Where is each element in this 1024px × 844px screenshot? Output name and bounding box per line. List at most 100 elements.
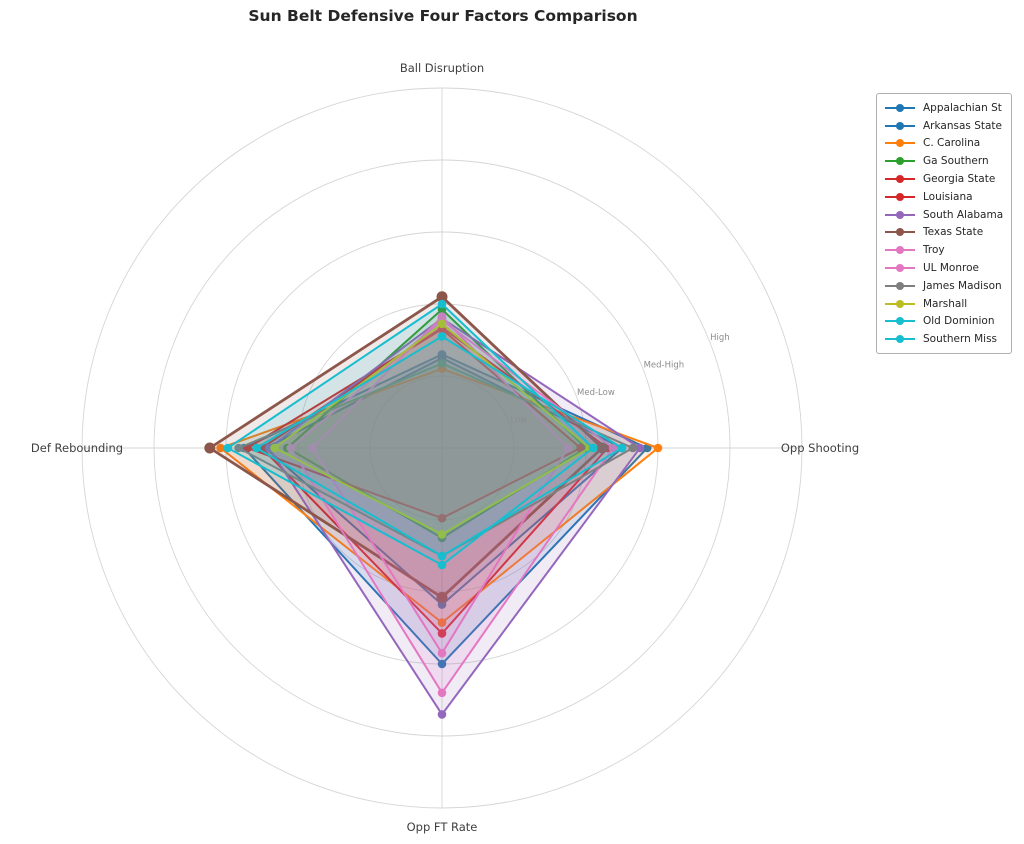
radar-fill-troy [312,316,568,654]
radar-fill-ga-southern [287,309,586,538]
radar-fill-arkansas-state [265,358,622,605]
radar-marker-georgia-state [437,629,447,638]
radar-marker-southern-miss [252,443,261,453]
ring-label-med-high: Med-High [644,360,685,370]
legend-label: C. Carolina [923,137,981,150]
legend-label: Old Dominion [923,315,995,328]
legend-marker-sample [896,103,904,112]
radar-marker-south-alabama [437,710,447,719]
radar-fill-c-carolina [220,368,658,623]
legend-swatch-southern-miss [885,335,915,344]
radar-marker-old-dominion [588,443,598,453]
legend-label: Arkansas State [923,119,1002,132]
radar-marker-old-dominion [223,443,233,453]
radar-marker-texas-state [436,591,448,603]
legend-swatch-arkansas-state [885,121,915,130]
radar-marker-louisiana [437,513,447,523]
legend-swatch-georgia-state [885,175,915,184]
radar-marker-old-dominion [437,560,447,570]
axis-label-opp-shooting: Opp Shooting [781,441,859,455]
legend-item-appalachian-st: Appalachian St [883,99,1003,117]
radar-marker-south-alabama [635,443,645,453]
legend-marker-sample [896,246,904,255]
legend-item-ga-southern: Ga Southern [883,152,1003,170]
legend-swatch-appalachian-st [885,103,915,112]
legend-marker-sample [896,281,904,290]
radar-fill-old-dominion [227,304,594,565]
radar-marker-james-madison [234,443,243,453]
radar-marker-marshall [437,530,447,539]
legend-marker-sample [896,175,904,184]
legend-item-texas-state: Texas State [883,224,1003,242]
radar-marker-c-carolina [437,618,447,627]
legend-item-marshall: Marshall [883,295,1003,313]
legend-label: Louisiana [923,190,973,203]
radar-marker-james-madison [437,359,447,368]
legend-label: Marshall [923,297,968,310]
legend-marker-sample [896,264,904,273]
legend-swatch-texas-state [885,228,915,237]
legend-swatch-james-madison [885,281,915,290]
axis-label-opp-ft-rate: Opp FT Rate [407,820,478,834]
legend-swatch-south-alabama [885,210,915,219]
radar-marker-marshall [437,319,447,329]
axis-label-def-rebounding: Def Rebounding [31,441,123,455]
chart-title: Sun Belt Defensive Four Factors Comparis… [248,7,638,25]
legend-label: James Madison [923,279,1002,292]
legend-swatch-c-carolina [885,139,915,148]
legend-label: Georgia State [923,173,996,186]
radar-fill-james-madison [238,363,633,556]
radar-marker-southern-miss [437,332,447,341]
radar-fill-marshall [274,323,590,535]
legend-marker-sample [896,139,904,148]
legend-label: Troy [923,244,945,257]
legend: Appalachian St Arkansas State C. Carolina G… [876,93,1013,355]
radar-marker-appalachian-st [437,659,447,669]
legend-marker-sample [896,228,904,237]
legend-marker-sample [896,157,904,166]
axis-label-ball-disruption: Ball Disruption [400,61,484,75]
radar-marker-ul-monroe [437,688,447,698]
radar-fill-georgia-state [262,327,608,634]
legend-marker-sample [896,210,904,219]
radar-marker-southern-miss [617,443,627,453]
legend-item-southern-miss: Southern Miss [883,330,1003,348]
legend-swatch-troy [885,246,915,255]
legend-swatch-ga-southern [885,157,915,166]
radar-marker-texas-state [436,291,448,303]
radar-marker-c-carolina [653,443,663,453]
legend-item-c-carolina: C. Carolina [883,135,1003,153]
legend-item-troy: Troy [883,241,1003,259]
radar-marker-old-dominion [437,299,447,309]
legend-label: Texas State [923,226,984,239]
legend-swatch-marshall [885,299,915,308]
legend-item-louisiana: Louisiana [883,188,1003,206]
radar-marker-ul-monroe [608,443,618,453]
ring-label-low: Low [511,415,528,425]
legend-marker-sample [896,317,904,326]
legend-label: Ga Southern [923,155,989,168]
legend-label: South Alabama [923,208,1004,221]
radar-marker-marshall [270,443,279,453]
legend-item-james-madison: James Madison [883,277,1003,295]
legend-marker-sample [896,335,904,344]
legend-item-old-dominion: Old Dominion [883,313,1003,331]
legend-label: Appalachian St [923,101,1002,114]
legend-swatch-louisiana [885,192,915,201]
legend-item-south-alabama: South Alabama [883,206,1003,224]
legend-item-arkansas-state: Arkansas State [883,117,1003,135]
radar-fill-texas-state [209,296,603,598]
radar-fill-louisiana [247,329,581,519]
radar-marker-james-madison [628,443,638,453]
legend-swatch-ul-monroe [885,264,915,273]
legend-item-ul-monroe: UL Monroe [883,259,1003,277]
legend-label: Southern Miss [923,333,998,346]
ring-label-high: High [710,333,730,343]
legend-marker-sample [896,299,904,308]
radar-marker-c-carolina [216,443,225,453]
radar-marker-troy [437,648,447,658]
legend-marker-sample [896,121,904,130]
radar-marker-texas-state [596,442,608,454]
